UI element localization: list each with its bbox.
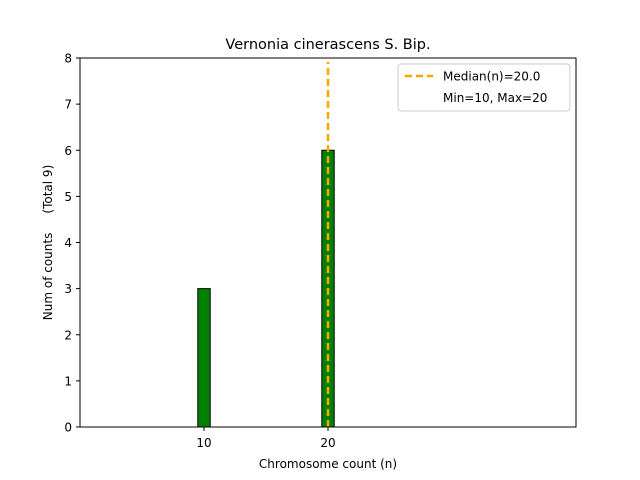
legend: Median(n)=20.0 Min=10, Max=20 [397,63,571,112]
bar [197,288,211,428]
y-tick-label: 2 [64,328,72,342]
legend-box [397,63,571,112]
x-axis-ticks: 10 20 [196,427,336,450]
y-tick-label: 1 [64,374,72,388]
x-tick-label: 10 [196,436,211,450]
x-tick-label: 20 [320,436,335,450]
y-axis-label: Num of counts (Total 9) [41,165,55,320]
y-tick-label: 5 [64,190,72,204]
y-tick-label: 3 [64,282,72,296]
legend-entry-median: Median(n)=20.0 [443,70,540,84]
x-axis-label: Chromosome count (n) [259,457,397,471]
y-tick-label: 6 [64,144,72,158]
y-tick-label: 4 [64,236,72,250]
chart-title: Vernonia cinerascens S. Bip. [225,37,430,53]
y-tick-label: 7 [64,98,72,112]
y-tick-label: 0 [64,421,72,435]
y-tick-label: 8 [64,52,72,66]
y-axis-ticks: 0 1 2 3 4 5 6 7 8 [64,52,80,435]
legend-entry-minmax: Min=10, Max=20 [443,91,547,105]
